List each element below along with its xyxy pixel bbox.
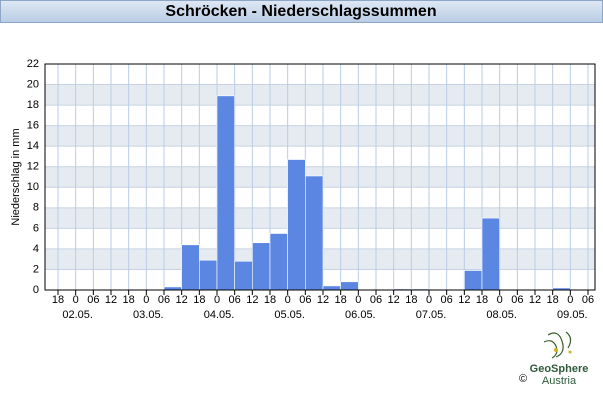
x-tick-label: 0 (73, 294, 79, 306)
bar (181, 244, 200, 291)
bar (481, 217, 500, 291)
date-label: 04.05. (204, 309, 235, 321)
x-tick-label: 12 (388, 294, 400, 306)
grid-band (45, 125, 595, 147)
x-tick-label: 12 (529, 294, 541, 306)
bar (464, 270, 483, 291)
bar (269, 233, 288, 291)
x-tick-label: 18 (193, 294, 205, 306)
date-label: 07.05. (416, 309, 447, 321)
x-tick-label: 0 (214, 294, 220, 306)
x-tick-label: 18 (405, 294, 417, 306)
y-tick-label: 2 (33, 263, 39, 275)
date-label: 06.05. (345, 309, 376, 321)
x-tick-label: 12 (458, 294, 470, 306)
y-tick-label: 6 (33, 222, 39, 234)
bar (305, 175, 324, 291)
date-label: 02.05. (62, 309, 93, 321)
chart-title: Schröcken - Niederschlagssummen (165, 3, 436, 20)
x-tick-label: 18 (123, 294, 135, 306)
y-tick-label: 20 (27, 78, 39, 90)
x-tick-label: 06 (158, 294, 170, 306)
bar (234, 260, 253, 291)
x-tick-label: 0 (567, 294, 573, 306)
y-tick-label: 16 (27, 120, 39, 132)
date-label: 08.05. (486, 309, 517, 321)
x-tick-label: 18 (52, 294, 64, 306)
x-tick-label: 0 (426, 294, 432, 306)
x-tick-label: 06 (87, 294, 99, 306)
y-tick-label: 4 (33, 243, 39, 255)
x-tick-label: 18 (547, 294, 559, 306)
logo-sub: Austria (542, 375, 577, 387)
x-tick-label: 0 (355, 294, 361, 306)
y-tick-label: 12 (27, 161, 39, 173)
x-tick-label: 18 (264, 294, 276, 306)
y-tick-label: 18 (27, 99, 39, 111)
grid-band (45, 84, 595, 106)
x-tick-label: 12 (105, 294, 117, 306)
x-tick-label: 12 (317, 294, 329, 306)
x-tick-label: 12 (176, 294, 188, 306)
copyright: © (519, 373, 527, 385)
date-label: 03.05. (133, 309, 164, 321)
date-label: 05.05. (274, 309, 305, 321)
y-tick-label: 22 (27, 58, 39, 70)
bar (216, 95, 235, 291)
bar (252, 242, 271, 291)
logo-name: GeoSphere (530, 363, 589, 375)
x-tick-label: 18 (476, 294, 488, 306)
x-tick-label: 06 (582, 294, 594, 306)
x-tick-label: 0 (497, 294, 503, 306)
x-tick-label: 06 (370, 294, 382, 306)
x-tick-label: 06 (441, 294, 453, 306)
x-tick-label: 18 (335, 294, 347, 306)
y-tick-label: 0 (33, 284, 39, 296)
date-label: 09.05. (557, 309, 588, 321)
bar (340, 281, 359, 291)
logo: GeoSphere Austria © (519, 331, 589, 387)
x-tick-label: 0 (143, 294, 149, 306)
bar (199, 259, 218, 291)
bar (322, 285, 341, 291)
y-tick-label: 8 (33, 202, 39, 214)
y-axis-label: Niederschlag in mm (10, 128, 22, 225)
plot-frame (44, 63, 596, 291)
y-tick-label: 10 (27, 181, 39, 193)
x-tick-label: 06 (229, 294, 241, 306)
x-tick-label: 12 (246, 294, 258, 306)
x-tick-label: 06 (511, 294, 523, 306)
y-tick-label: 14 (27, 140, 39, 152)
x-tick-label: 06 (299, 294, 311, 306)
x-tick-label: 0 (285, 294, 291, 306)
bar (287, 159, 306, 291)
